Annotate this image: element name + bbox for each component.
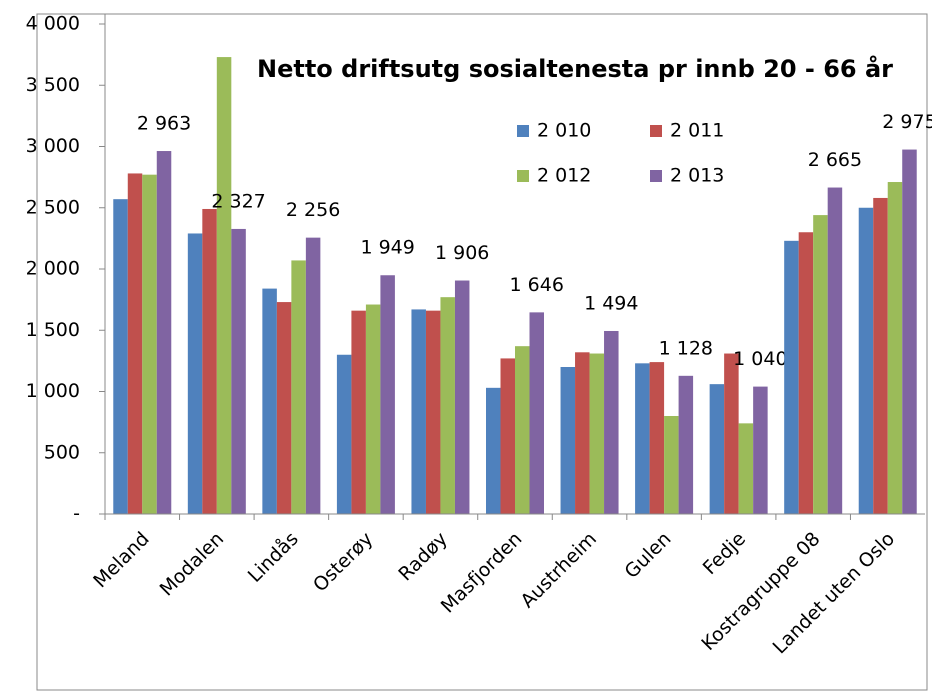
bar — [365, 304, 381, 514]
bar — [291, 260, 306, 514]
y-tick-label: 500 — [44, 441, 80, 463]
bar — [113, 199, 128, 515]
y-tick-label: 3 000 — [26, 135, 80, 157]
bar — [529, 312, 544, 514]
bar — [440, 297, 455, 514]
data-label: 2 256 — [286, 199, 340, 221]
chart-title: Netto driftsutg sosialtenesta pr innb 20… — [257, 54, 893, 83]
bar — [664, 416, 679, 514]
x-tick-label: Modalen — [156, 528, 229, 601]
bar — [486, 387, 501, 514]
legend-label: 2 011 — [670, 120, 724, 142]
bar — [305, 237, 321, 514]
bar — [753, 386, 768, 514]
chart-frame — [36, 13, 928, 691]
y-tick-label: 4 000 — [26, 13, 80, 35]
bar — [560, 367, 576, 514]
y-tick-label: - — [73, 503, 80, 525]
bar — [127, 173, 143, 514]
bar — [827, 187, 843, 514]
bar — [678, 375, 694, 514]
bar — [454, 280, 470, 514]
bar — [187, 233, 203, 514]
y-tick-label: 1 500 — [26, 319, 80, 341]
data-label: 1 646 — [510, 274, 564, 296]
legend-swatch — [650, 125, 662, 137]
x-tick-label: Austrheim — [517, 528, 601, 612]
bar — [813, 215, 828, 514]
legend-label: 2 013 — [670, 165, 724, 187]
x-tick-label: Radøy — [394, 528, 452, 586]
x-tick-label: Osterøy — [309, 528, 377, 596]
bar — [336, 354, 352, 514]
bar — [380, 275, 395, 514]
bar — [798, 232, 814, 514]
data-label: 1 128 — [659, 337, 713, 359]
bar — [784, 240, 799, 514]
bar — [709, 384, 725, 514]
legend-swatch — [517, 125, 529, 137]
legend-label: 2 012 — [537, 165, 591, 187]
bar — [902, 149, 917, 514]
x-tick-label: Meland — [89, 528, 153, 592]
bar — [276, 302, 292, 514]
bar — [411, 309, 426, 514]
data-label: 2 963 — [137, 113, 191, 135]
data-label: 1 906 — [435, 242, 489, 264]
bar — [738, 423, 754, 514]
bar — [858, 207, 874, 514]
legend-label: 2 010 — [537, 120, 591, 142]
bar — [156, 151, 172, 514]
bar — [873, 197, 888, 514]
data-label: 2 665 — [808, 149, 862, 171]
legend-swatch — [517, 170, 529, 182]
x-tick-label: Gulen — [621, 528, 676, 583]
bar — [604, 330, 619, 514]
bar — [202, 208, 217, 514]
x-tick-label: Lindås — [243, 527, 303, 587]
bar — [635, 363, 650, 514]
bar — [500, 358, 515, 514]
bar — [231, 228, 246, 514]
y-tick-label: 3 500 — [26, 74, 80, 96]
bar — [142, 174, 157, 515]
bar — [589, 353, 605, 514]
bar — [425, 310, 441, 514]
bar — [515, 346, 530, 514]
bar — [351, 310, 366, 514]
bar — [649, 362, 665, 514]
y-tick-label: 2 000 — [26, 258, 80, 280]
bar — [724, 353, 739, 514]
legend-swatch — [650, 170, 662, 182]
data-label: 2 327 — [211, 190, 265, 212]
data-label: 1 494 — [584, 292, 638, 314]
bar — [216, 57, 232, 514]
data-label: 1 040 — [733, 348, 787, 370]
bar — [575, 352, 590, 514]
x-tick-label: Masfjorden — [437, 528, 527, 618]
bar — [887, 182, 903, 514]
bar — [262, 288, 277, 514]
data-label: 2 975 — [882, 111, 932, 133]
x-tick-label: Fedje — [699, 528, 750, 579]
y-tick-label: 1 000 — [26, 380, 80, 402]
data-label: 1 949 — [360, 237, 414, 259]
y-tick-label: 2 500 — [26, 196, 80, 218]
